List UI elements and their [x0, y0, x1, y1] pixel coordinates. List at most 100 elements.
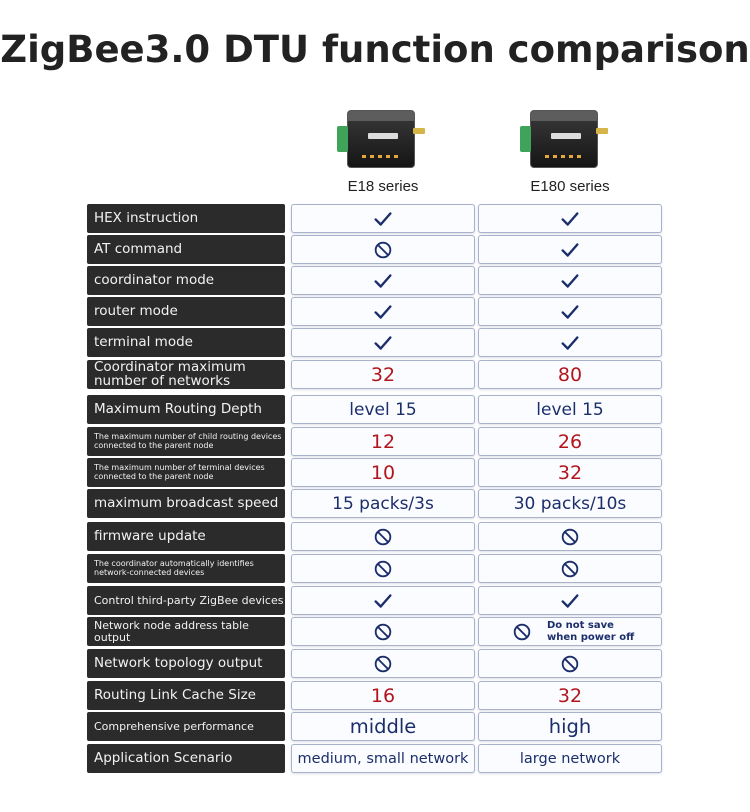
e180-value-cell — [478, 554, 662, 583]
value-text: 10 — [370, 461, 396, 484]
e18-value-cell: 10 — [291, 458, 475, 487]
feature-label: Network node address table output — [87, 617, 285, 646]
value-text: 30 packs/10s — [513, 493, 627, 514]
e18-value-cell — [291, 554, 475, 583]
feature-label: Maximum Routing Depth — [87, 395, 285, 424]
prohibited-icon — [559, 653, 581, 675]
e180-value-cell — [478, 235, 662, 264]
e18-value-cell — [291, 617, 475, 646]
table-row: terminal mode — [87, 328, 663, 357]
e180-value-cell: 30 packs/10s — [478, 489, 662, 518]
terminal-block — [337, 126, 348, 152]
e180-device-image — [520, 108, 616, 168]
table-row: maximum broadcast speed 15 packs/3s 30 pac… — [87, 489, 663, 518]
e180-value-cell — [478, 586, 662, 615]
e180-value-cell: high — [478, 712, 662, 741]
value-text: 32 — [370, 363, 396, 386]
e180-value-cell: 80 — [478, 360, 662, 389]
e18-series-label: E18 series — [347, 178, 419, 195]
table-row: Application Scenario medium, small networ… — [87, 744, 663, 773]
e18-value-cell: middle — [291, 712, 475, 741]
device-body — [530, 110, 598, 168]
value-text: middle — [349, 715, 417, 738]
prohibited-icon — [372, 558, 394, 580]
prohibited-icon — [372, 239, 394, 261]
value-text: medium, small network — [297, 750, 469, 767]
feature-label: HEX instruction — [87, 204, 285, 233]
table-row: Network topology output — [87, 649, 663, 678]
prohibited-icon — [372, 526, 394, 548]
table-row: Coordinator maximum number of networks 32… — [87, 360, 663, 389]
e18-value-cell — [291, 649, 475, 678]
e18-value-cell — [291, 235, 475, 264]
antenna-connector — [596, 128, 608, 134]
e18-value-cell: medium, small network — [291, 744, 475, 773]
table-row: Control third-party ZigBee devices — [87, 586, 663, 615]
e180-value-cell: large network — [478, 744, 662, 773]
feature-label: The coordinator automatically identifies… — [87, 554, 285, 583]
terminal-block — [520, 126, 531, 152]
feature-label: The maximum number of terminal devices c… — [87, 458, 285, 487]
e180-value-cell — [478, 204, 662, 233]
table-row: router mode — [87, 297, 663, 326]
value-text: large network — [519, 750, 621, 767]
antenna-connector — [413, 128, 425, 134]
device-top-panel — [531, 111, 597, 121]
table-row: Network node address table output Do not … — [87, 617, 663, 646]
e18-value-cell: 16 — [291, 681, 475, 710]
e18-device-image — [337, 108, 433, 168]
table-row: The maximum number of terminal devices c… — [87, 458, 663, 487]
e180-value-cell — [478, 649, 662, 678]
feature-label: Comprehensive performance — [87, 712, 285, 741]
feature-label: firmware update — [87, 522, 285, 551]
e18-value-cell — [291, 328, 475, 357]
e180-value-cell — [478, 522, 662, 551]
feature-label: Coordinator maximum number of networks — [87, 360, 285, 389]
table-row: HEX instruction — [87, 204, 663, 233]
value-text: 26 — [557, 430, 583, 453]
check-icon — [559, 270, 581, 292]
page-title: ZigBee3.0 DTU function comparison — [0, 28, 750, 71]
check-icon — [372, 301, 394, 323]
e180-value-cell: 32 — [478, 458, 662, 487]
table-row: firmware update — [87, 522, 663, 551]
table-row: Comprehensive performance middle high — [87, 712, 663, 741]
e180-value-cell — [478, 328, 662, 357]
prohibited-icon — [559, 526, 581, 548]
e18-value-cell — [291, 297, 475, 326]
check-icon — [372, 590, 394, 612]
check-icon — [372, 270, 394, 292]
note-text: Do not save when power off — [547, 620, 635, 643]
e18-value-cell: 32 — [291, 360, 475, 389]
value-text: 32 — [557, 684, 583, 707]
e180-value-cell — [478, 266, 662, 295]
e180-value-cell: Do not save when power off — [478, 617, 662, 646]
e18-value-cell: level 15 — [291, 395, 475, 424]
e18-value-cell: 12 — [291, 427, 475, 456]
table-row: Maximum Routing Depth level 15 level 15 — [87, 395, 663, 424]
value-text: 12 — [370, 430, 396, 453]
table-row: The maximum number of child routing devi… — [87, 427, 663, 456]
device-logo — [551, 133, 581, 139]
e180-value-cell: 26 — [478, 427, 662, 456]
feature-label: coordinator mode — [87, 266, 285, 295]
e18-value-cell — [291, 586, 475, 615]
device-top-panel — [348, 111, 414, 121]
check-icon — [372, 208, 394, 230]
check-icon — [559, 590, 581, 612]
e18-value-cell — [291, 204, 475, 233]
e18-value-cell: 15 packs/3s — [291, 489, 475, 518]
device-leds — [362, 155, 402, 158]
e180-value-cell — [478, 297, 662, 326]
table-row: AT command — [87, 235, 663, 264]
value-text: level 15 — [349, 399, 417, 420]
check-icon — [559, 239, 581, 261]
value-text: level 15 — [536, 399, 604, 420]
feature-label: Network topology output — [87, 649, 285, 678]
table-row: coordinator mode — [87, 266, 663, 295]
device-logo — [368, 133, 398, 139]
e180-value-cell: level 15 — [478, 395, 662, 424]
device-leds — [545, 155, 585, 158]
check-icon — [559, 301, 581, 323]
prohibited-icon — [372, 653, 394, 675]
